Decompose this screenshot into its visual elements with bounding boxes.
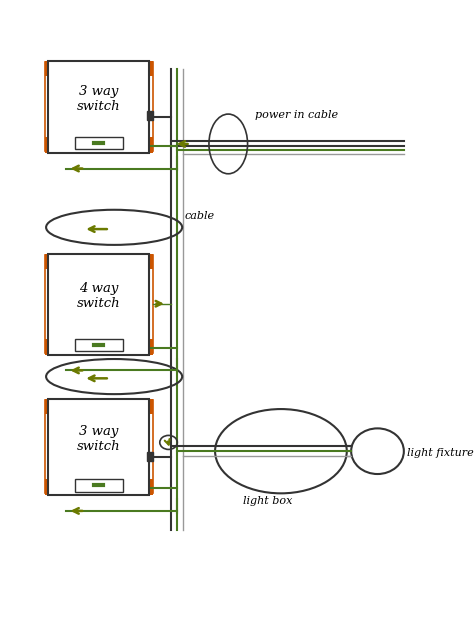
Bar [146,111,153,120]
Bar [45,61,52,76]
Bar [74,339,123,351]
Bar [48,253,149,355]
Bar [45,399,52,415]
Bar [146,452,153,461]
Text: 3 way
switch: 3 way switch [77,425,120,453]
Bar [146,61,153,76]
Bar [146,399,153,415]
Text: light fixture: light fixture [407,449,474,458]
Text: 3 way
switch: 3 way switch [77,85,120,113]
Bar [45,339,52,355]
Bar [48,61,149,153]
Bar [146,137,153,153]
Text: cable: cable [184,210,215,221]
Bar [146,339,153,355]
Text: light box: light box [243,496,292,506]
Bar [45,479,52,495]
Bar [45,137,52,153]
Bar [146,253,153,269]
Text: power in cable: power in cable [255,109,337,119]
Bar [45,253,52,269]
Bar [74,479,123,492]
Text: 4 way
switch: 4 way switch [77,282,120,310]
Bar [146,479,153,495]
Bar [48,399,149,495]
Bar [74,137,123,149]
